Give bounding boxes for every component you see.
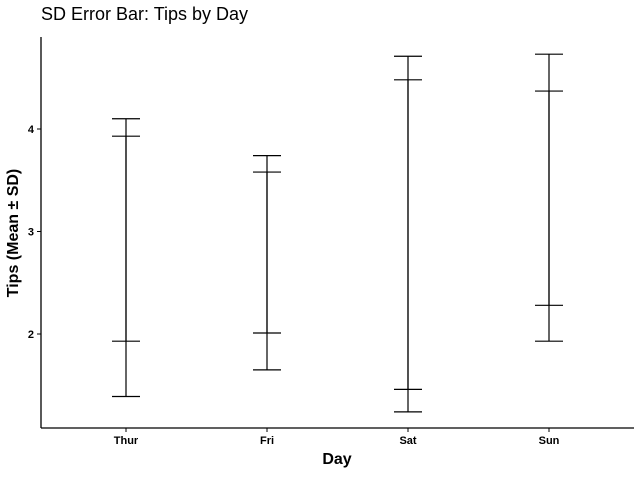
x-ticks: Thur Fri Sat Sun: [114, 428, 560, 447]
x-tick-label: Thur: [114, 435, 139, 447]
x-axis-label: Day: [322, 451, 351, 468]
error-bar-fri-1: [253, 171, 281, 334]
error-bar-sun-1: [535, 90, 563, 306]
y-tick-label: 4: [28, 124, 35, 136]
error-bar-thur-1: [112, 135, 140, 342]
x-tick-label: Sat: [399, 435, 416, 447]
error-bar-sat-1: [394, 79, 422, 390]
error-bars: [112, 53, 563, 413]
x-tick-label: Sun: [539, 435, 560, 447]
x-tick-label: Fri: [260, 435, 274, 447]
y-tick-label: 3: [28, 227, 34, 239]
y-axis-label: Tips (Mean ± SD): [5, 169, 22, 298]
chart-title: SD Error Bar: Tips by Day: [41, 4, 248, 24]
y-ticks: 2 3 4: [28, 124, 41, 341]
y-tick-label: 2: [28, 329, 34, 341]
